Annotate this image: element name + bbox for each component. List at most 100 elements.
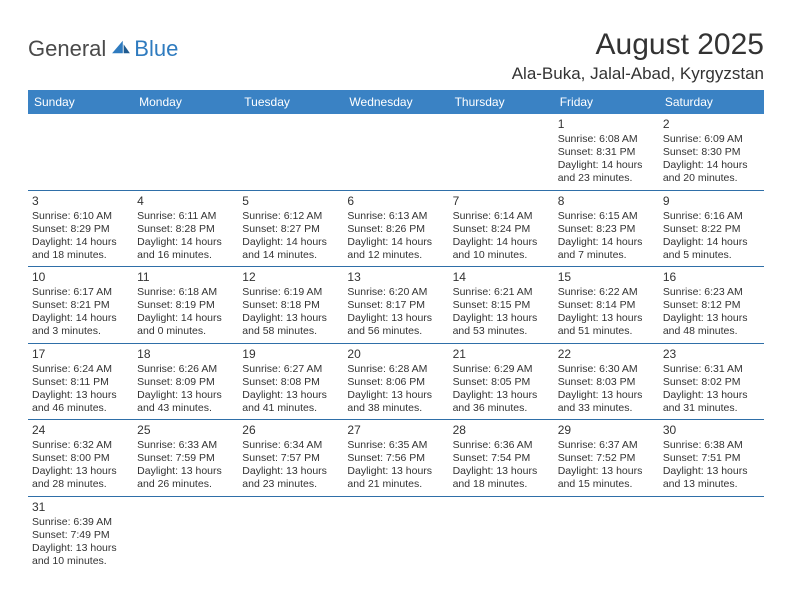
daylight-text: Daylight: 13 hours and 43 minutes. bbox=[137, 389, 234, 415]
sunset-text: Sunset: 8:29 PM bbox=[32, 223, 129, 236]
calendar-day-cell: 17Sunrise: 6:24 AMSunset: 8:11 PMDayligh… bbox=[28, 343, 133, 420]
day-number: 19 bbox=[242, 347, 339, 362]
calendar-header-row: SundayMondayTuesdayWednesdayThursdayFrid… bbox=[28, 90, 764, 114]
sunrise-text: Sunrise: 6:39 AM bbox=[32, 516, 129, 529]
day-number: 21 bbox=[453, 347, 550, 362]
sunset-text: Sunset: 8:03 PM bbox=[558, 376, 655, 389]
daylight-text: Daylight: 14 hours and 7 minutes. bbox=[558, 236, 655, 262]
calendar-empty-cell bbox=[343, 114, 448, 190]
sail-icon bbox=[110, 39, 132, 55]
calendar-empty-cell bbox=[449, 114, 554, 190]
sunset-text: Sunset: 8:09 PM bbox=[137, 376, 234, 389]
day-header: Wednesday bbox=[343, 90, 448, 114]
calendar-empty-cell bbox=[238, 496, 343, 572]
day-number: 12 bbox=[242, 270, 339, 285]
day-number: 15 bbox=[558, 270, 655, 285]
title-block: August 2025 Ala-Buka, Jalal-Abad, Kyrgyz… bbox=[512, 28, 764, 84]
daylight-text: Daylight: 14 hours and 12 minutes. bbox=[347, 236, 444, 262]
daylight-text: Daylight: 14 hours and 23 minutes. bbox=[558, 159, 655, 185]
day-number: 5 bbox=[242, 194, 339, 209]
calendar-week-row: 17Sunrise: 6:24 AMSunset: 8:11 PMDayligh… bbox=[28, 343, 764, 420]
sunrise-text: Sunrise: 6:22 AM bbox=[558, 286, 655, 299]
calendar-empty-cell bbox=[28, 114, 133, 190]
sunset-text: Sunset: 8:31 PM bbox=[558, 146, 655, 159]
daylight-text: Daylight: 13 hours and 31 minutes. bbox=[663, 389, 760, 415]
sunset-text: Sunset: 8:22 PM bbox=[663, 223, 760, 236]
day-header: Thursday bbox=[449, 90, 554, 114]
calendar-day-cell: 20Sunrise: 6:28 AMSunset: 8:06 PMDayligh… bbox=[343, 343, 448, 420]
sunset-text: Sunset: 8:18 PM bbox=[242, 299, 339, 312]
daylight-text: Daylight: 13 hours and 18 minutes. bbox=[453, 465, 550, 491]
sunset-text: Sunset: 7:59 PM bbox=[137, 452, 234, 465]
page-header: General Blue August 2025 Ala-Buka, Jalal… bbox=[28, 28, 764, 84]
daylight-text: Daylight: 13 hours and 48 minutes. bbox=[663, 312, 760, 338]
sunrise-text: Sunrise: 6:18 AM bbox=[137, 286, 234, 299]
sunset-text: Sunset: 8:26 PM bbox=[347, 223, 444, 236]
logo-text-1: General bbox=[28, 36, 106, 62]
calendar-day-cell: 14Sunrise: 6:21 AMSunset: 8:15 PMDayligh… bbox=[449, 267, 554, 344]
calendar-body: 1Sunrise: 6:08 AMSunset: 8:31 PMDaylight… bbox=[28, 114, 764, 572]
calendar-day-cell: 3Sunrise: 6:10 AMSunset: 8:29 PMDaylight… bbox=[28, 190, 133, 267]
daylight-text: Daylight: 14 hours and 18 minutes. bbox=[32, 236, 129, 262]
calendar-day-cell: 29Sunrise: 6:37 AMSunset: 7:52 PMDayligh… bbox=[554, 420, 659, 497]
calendar-day-cell: 13Sunrise: 6:20 AMSunset: 8:17 PMDayligh… bbox=[343, 267, 448, 344]
daylight-text: Daylight: 13 hours and 36 minutes. bbox=[453, 389, 550, 415]
sunrise-text: Sunrise: 6:20 AM bbox=[347, 286, 444, 299]
sunrise-text: Sunrise: 6:37 AM bbox=[558, 439, 655, 452]
calendar-empty-cell bbox=[659, 496, 764, 572]
logo-text-2: Blue bbox=[134, 36, 178, 62]
calendar-day-cell: 11Sunrise: 6:18 AMSunset: 8:19 PMDayligh… bbox=[133, 267, 238, 344]
day-number: 28 bbox=[453, 423, 550, 438]
calendar-day-cell: 15Sunrise: 6:22 AMSunset: 8:14 PMDayligh… bbox=[554, 267, 659, 344]
daylight-text: Daylight: 14 hours and 5 minutes. bbox=[663, 236, 760, 262]
day-number: 20 bbox=[347, 347, 444, 362]
day-number: 6 bbox=[347, 194, 444, 209]
daylight-text: Daylight: 13 hours and 41 minutes. bbox=[242, 389, 339, 415]
sunset-text: Sunset: 8:00 PM bbox=[32, 452, 129, 465]
day-number: 11 bbox=[137, 270, 234, 285]
calendar-day-cell: 25Sunrise: 6:33 AMSunset: 7:59 PMDayligh… bbox=[133, 420, 238, 497]
calendar-week-row: 3Sunrise: 6:10 AMSunset: 8:29 PMDaylight… bbox=[28, 190, 764, 267]
daylight-text: Daylight: 13 hours and 58 minutes. bbox=[242, 312, 339, 338]
sunrise-text: Sunrise: 6:34 AM bbox=[242, 439, 339, 452]
sunset-text: Sunset: 8:11 PM bbox=[32, 376, 129, 389]
calendar-week-row: 10Sunrise: 6:17 AMSunset: 8:21 PMDayligh… bbox=[28, 267, 764, 344]
daylight-text: Daylight: 13 hours and 21 minutes. bbox=[347, 465, 444, 491]
daylight-text: Daylight: 14 hours and 3 minutes. bbox=[32, 312, 129, 338]
day-number: 13 bbox=[347, 270, 444, 285]
daylight-text: Daylight: 13 hours and 26 minutes. bbox=[137, 465, 234, 491]
calendar-day-cell: 6Sunrise: 6:13 AMSunset: 8:26 PMDaylight… bbox=[343, 190, 448, 267]
day-number: 10 bbox=[32, 270, 129, 285]
sunset-text: Sunset: 8:15 PM bbox=[453, 299, 550, 312]
daylight-text: Daylight: 13 hours and 15 minutes. bbox=[558, 465, 655, 491]
calendar-day-cell: 16Sunrise: 6:23 AMSunset: 8:12 PMDayligh… bbox=[659, 267, 764, 344]
sunrise-text: Sunrise: 6:10 AM bbox=[32, 210, 129, 223]
sunset-text: Sunset: 7:52 PM bbox=[558, 452, 655, 465]
day-number: 24 bbox=[32, 423, 129, 438]
calendar-week-row: 24Sunrise: 6:32 AMSunset: 8:00 PMDayligh… bbox=[28, 420, 764, 497]
brand-logo: General Blue bbox=[28, 28, 178, 62]
sunrise-text: Sunrise: 6:31 AM bbox=[663, 363, 760, 376]
calendar-empty-cell bbox=[133, 496, 238, 572]
sunrise-text: Sunrise: 6:33 AM bbox=[137, 439, 234, 452]
day-number: 31 bbox=[32, 500, 129, 515]
sunrise-text: Sunrise: 6:15 AM bbox=[558, 210, 655, 223]
day-number: 25 bbox=[137, 423, 234, 438]
calendar-day-cell: 27Sunrise: 6:35 AMSunset: 7:56 PMDayligh… bbox=[343, 420, 448, 497]
sunset-text: Sunset: 8:23 PM bbox=[558, 223, 655, 236]
day-number: 14 bbox=[453, 270, 550, 285]
daylight-text: Daylight: 13 hours and 56 minutes. bbox=[347, 312, 444, 338]
day-number: 23 bbox=[663, 347, 760, 362]
day-header: Saturday bbox=[659, 90, 764, 114]
sunrise-text: Sunrise: 6:26 AM bbox=[137, 363, 234, 376]
calendar-empty-cell bbox=[133, 114, 238, 190]
sunrise-text: Sunrise: 6:16 AM bbox=[663, 210, 760, 223]
sunset-text: Sunset: 7:54 PM bbox=[453, 452, 550, 465]
sunrise-text: Sunrise: 6:27 AM bbox=[242, 363, 339, 376]
calendar-day-cell: 18Sunrise: 6:26 AMSunset: 8:09 PMDayligh… bbox=[133, 343, 238, 420]
sunset-text: Sunset: 8:05 PM bbox=[453, 376, 550, 389]
calendar-day-cell: 9Sunrise: 6:16 AMSunset: 8:22 PMDaylight… bbox=[659, 190, 764, 267]
day-number: 18 bbox=[137, 347, 234, 362]
day-number: 1 bbox=[558, 117, 655, 132]
day-number: 27 bbox=[347, 423, 444, 438]
